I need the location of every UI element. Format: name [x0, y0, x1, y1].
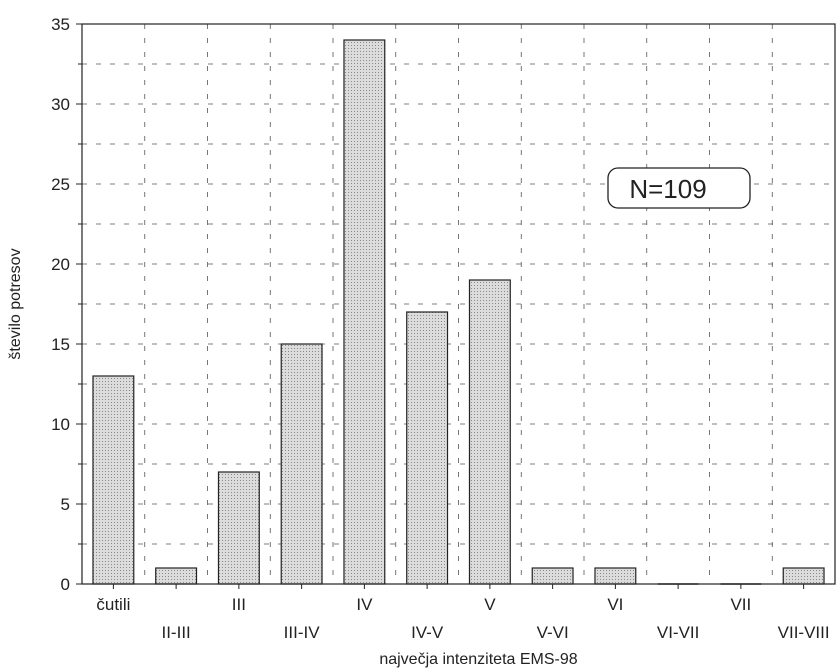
grid-lines: [82, 24, 835, 584]
x-axis-label: največja intenziteta EMS-98: [379, 651, 577, 668]
bar-III: [217, 471, 260, 585]
x-tick-label: V: [484, 595, 496, 614]
x-tick-label: IV-V: [411, 623, 444, 642]
y-tick-label: 15: [51, 335, 70, 354]
bar-VI: [594, 567, 637, 585]
y-axis-ticks: 0 5 10 15 20 25 30 35: [51, 15, 82, 594]
y-tick-label: 35: [51, 15, 70, 34]
bar-čutili: [92, 375, 135, 585]
bar-VII-VIII: [782, 567, 825, 585]
bar-IV: [343, 39, 386, 585]
bar-III-IV: [280, 343, 323, 585]
sample-size-annotation: N=109: [607, 167, 751, 209]
x-tick-label: III-IV: [284, 623, 321, 642]
y-tick-label: 5: [61, 495, 70, 514]
annotation-box: [607, 167, 751, 209]
x-tick-label: IV: [356, 595, 373, 614]
bar-V-VI: [531, 567, 574, 585]
y-tick-label: 10: [51, 415, 70, 434]
y-axis-label: število potresov: [7, 248, 24, 359]
annotation-text: N=109: [629, 174, 706, 204]
bar-II-III: [155, 567, 198, 585]
bars: [92, 39, 825, 585]
x-tick-label: V-VI: [537, 623, 569, 642]
x-tick-label: III: [232, 595, 246, 614]
x-tick-label: VI: [607, 595, 623, 614]
y-tick-label: 30: [51, 95, 70, 114]
bar-IV-V: [406, 311, 449, 585]
x-axis-ticks: čutili II-III III III-IV IV IV-V V V-VI VI VI-VII…: [96, 584, 830, 642]
x-tick-label: II-III: [161, 623, 190, 642]
x-tick-label: VII-VIII: [778, 623, 830, 642]
y-tick-label: 25: [51, 175, 70, 194]
y-tick-label: 20: [51, 255, 70, 274]
x-tick-label: čutili: [96, 595, 130, 614]
y-tick-label: 0: [61, 575, 70, 594]
x-tick-label: VI-VII: [657, 623, 700, 642]
bar-V: [468, 279, 511, 585]
x-tick-label: VII: [730, 595, 751, 614]
